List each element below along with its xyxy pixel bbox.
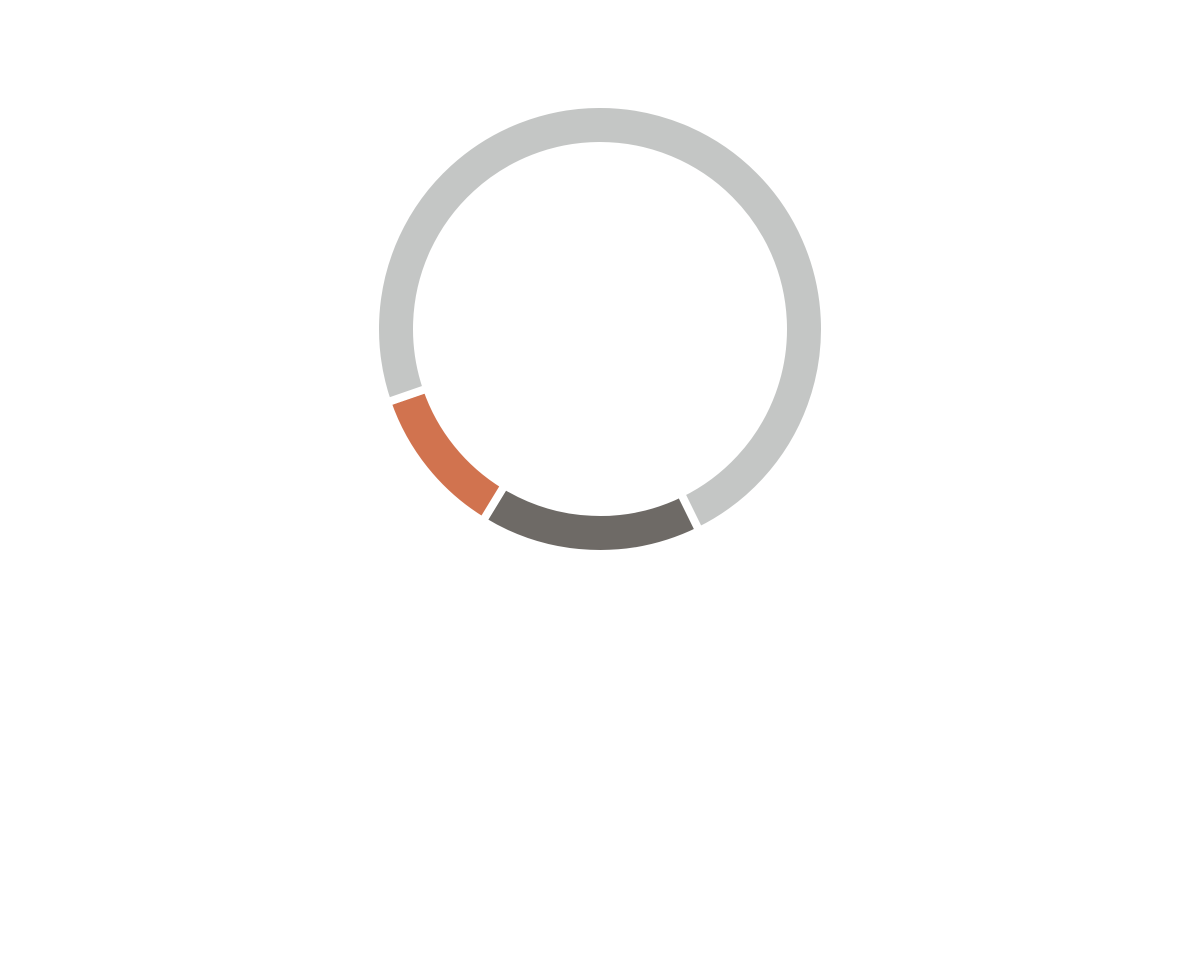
donut-segment	[371, 100, 829, 537]
donut-segment	[477, 479, 705, 558]
donut-segment	[382, 383, 511, 527]
